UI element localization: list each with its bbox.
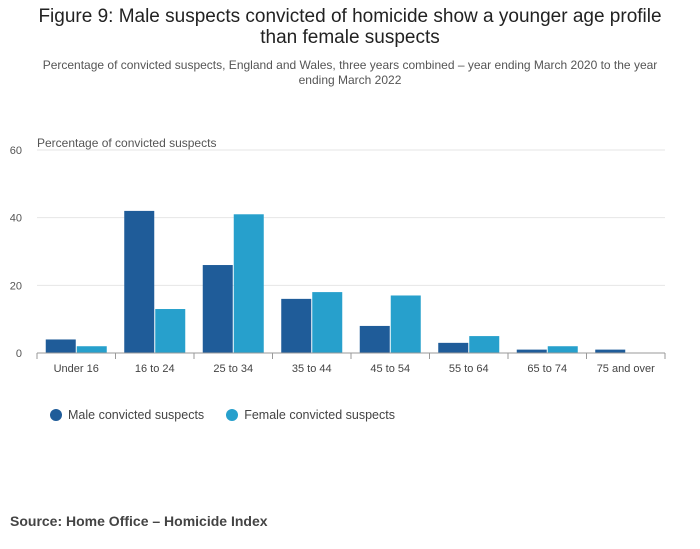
bar-male [124,210,155,353]
legend-marker-female [226,409,239,421]
source-note: Source: Home Office – Homicide Index [10,513,268,529]
bar-female [312,292,343,353]
y-tick-label: 60 [10,145,22,157]
bar-male [202,265,233,353]
chart-legend: Male convicted suspects Female convicted… [50,408,395,422]
bar-female [469,336,500,353]
x-tick-label: 65 to 74 [527,363,567,375]
legend-item-female[interactable]: Female convicted suspects [226,408,395,422]
bar-male [438,342,469,353]
y-tick-label: 20 [10,280,22,292]
bar-male [516,349,547,353]
x-tick-label: 75 and over [597,363,655,375]
bar-female [155,309,186,353]
y-axis-label: Percentage of convicted suspects [37,136,216,150]
y-tick-label: 0 [16,348,22,360]
chart-subtitle: Percentage of convicted suspects, Englan… [42,58,658,87]
bar-female [233,214,264,353]
chart-title: Figure 9: Male suspects convicted of hom… [38,6,662,48]
x-tick-label: 16 to 24 [135,363,175,375]
x-tick-label: 45 to 54 [370,363,410,375]
bar-female [390,295,421,353]
x-tick-label: 55 to 64 [449,363,489,375]
legend-label-male: Male convicted suspects [68,408,205,422]
x-tick-label: 35 to 44 [292,363,332,375]
x-tick-label: Under 16 [54,363,99,375]
x-tick-label: 25 to 34 [213,363,253,375]
legend-label-female: Female convicted suspects [244,408,395,422]
legend-item-male[interactable]: Male convicted suspects [50,408,204,422]
legend-marker-male [50,409,62,421]
bar-female [547,346,578,353]
bar-chart: 0 20 40 60 Percentage of convicted suspects U… [10,136,666,375]
bar-male [281,298,312,353]
y-tick-label: 40 [10,213,22,225]
bar-male [359,325,390,353]
bar-female [76,346,107,353]
bar-male [595,349,626,353]
bar-male [45,339,76,353]
